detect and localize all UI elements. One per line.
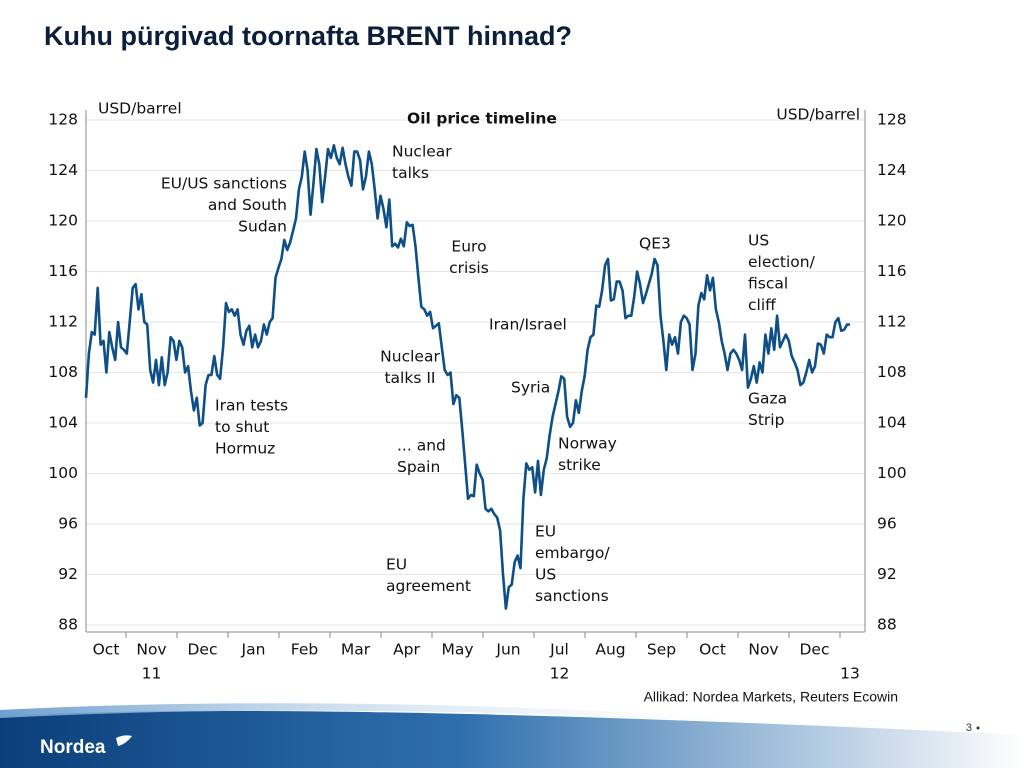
x-tick-label: Aug — [595, 641, 625, 659]
y2-tick-label: 128 — [877, 111, 907, 129]
annotation: Nuclear — [380, 348, 440, 366]
y-tick-label: 104 — [48, 414, 78, 432]
y2-axis-label: USD/barrel — [776, 106, 860, 124]
annotation: talks — [392, 164, 429, 182]
annotation: ... and — [397, 437, 446, 455]
annotation: and South — [208, 196, 287, 214]
year-label: 13 — [840, 665, 860, 683]
annotation: fiscal — [748, 275, 788, 293]
logo-mark — [116, 735, 132, 746]
y-tick-label: 124 — [48, 161, 78, 179]
x-tick-label: Feb — [291, 641, 318, 659]
y2-tick-label: 124 — [877, 161, 907, 179]
y-tick-label: 112 — [48, 313, 78, 331]
annotation: US — [748, 232, 769, 250]
y-tick-label: 116 — [48, 262, 78, 280]
annotation: Gaza — [748, 390, 787, 408]
y-tick-label: 100 — [48, 464, 78, 482]
x-tick-label: Oct — [699, 641, 726, 659]
y2-tick-label: 108 — [877, 363, 907, 381]
annotation: crisis — [449, 259, 489, 277]
page-bullet — [976, 726, 980, 730]
annotation: Norway — [558, 435, 617, 453]
x-tick-label: Oct — [93, 641, 120, 659]
y-tick-label: 120 — [48, 212, 78, 230]
x-tick-label: Apr — [393, 641, 420, 659]
y-tick-label: 96 — [58, 515, 78, 533]
annotation: Spain — [397, 458, 440, 476]
annotation: Hormuz — [215, 440, 275, 458]
annotation: Iran/Israel — [489, 316, 567, 334]
annotation: talks II — [384, 369, 435, 387]
annotation: to shut — [215, 418, 269, 436]
annotation: EU — [535, 523, 556, 541]
x-tick-label: Nov — [136, 641, 166, 659]
annotation: election/ — [748, 253, 816, 271]
y-tick-label: 128 — [48, 111, 78, 129]
annotation: Strip — [748, 411, 784, 429]
y2-tick-label: 96 — [877, 515, 897, 533]
x-tick-label: Sep — [647, 641, 676, 659]
annotation: Iran tests — [215, 397, 288, 415]
y2-tick-label: 116 — [877, 262, 907, 280]
chart-title: Oil price timeline — [407, 110, 557, 128]
x-tick-label: Mar — [341, 641, 371, 659]
y2-tick-label: 112 — [877, 313, 907, 331]
footer-wave-light — [0, 703, 800, 726]
annotation: Sudan — [238, 218, 287, 236]
y-axis-label: USD/barrel — [98, 100, 182, 118]
x-tick-label: Jan — [241, 641, 266, 659]
y-tick-label: 92 — [58, 565, 78, 583]
x-tick-label: Nov — [748, 641, 778, 659]
page-number: 3 — [966, 722, 972, 734]
year-label: 11 — [142, 665, 162, 683]
x-tick-label: Jul — [549, 641, 569, 659]
chart: 88 92 96 100 104 108 112 116 120 124 128 88 92 96 100 1… — [48, 100, 906, 683]
y-tick-label: 88 — [58, 616, 78, 634]
annotation: embargo/ — [535, 544, 610, 562]
annotation: agreement — [386, 577, 471, 595]
annotation: strike — [558, 456, 601, 474]
y2-tick-label: 120 — [877, 212, 907, 230]
x-tick-label: May — [441, 641, 473, 659]
annotation: EU — [386, 556, 407, 574]
slide-title: Kuhu pürgivad toornafta BRENT hinnad? — [44, 21, 572, 51]
source: Allikad: Nordea Markets, Reuters Ecowin — [644, 689, 898, 705]
x-tick-label: Jun — [495, 641, 520, 659]
price-line — [84, 144, 850, 610]
annotation: cliff — [748, 296, 776, 314]
y-tick-label: 108 — [48, 363, 78, 381]
x-tick-label: Dec — [188, 641, 218, 659]
annotation: Syria — [511, 379, 550, 397]
y2-tick-label: 92 — [877, 565, 897, 583]
annotation: sanctions — [535, 587, 609, 605]
y2-tick-label: 104 — [877, 414, 907, 432]
y2-tick-label: 88 — [877, 616, 897, 634]
year-label: 12 — [550, 665, 570, 683]
annotation: Nuclear — [392, 143, 452, 161]
logo: Nordea — [40, 737, 106, 758]
annotation: US — [535, 566, 556, 584]
y2-tick-label: 100 — [877, 464, 907, 482]
annotation: Euro — [451, 238, 486, 256]
footer-wave — [0, 710, 1024, 768]
annotation: EU/US sanctions — [161, 175, 287, 193]
annotation: QE3 — [639, 235, 671, 253]
x-tick-label: Dec — [800, 641, 830, 659]
